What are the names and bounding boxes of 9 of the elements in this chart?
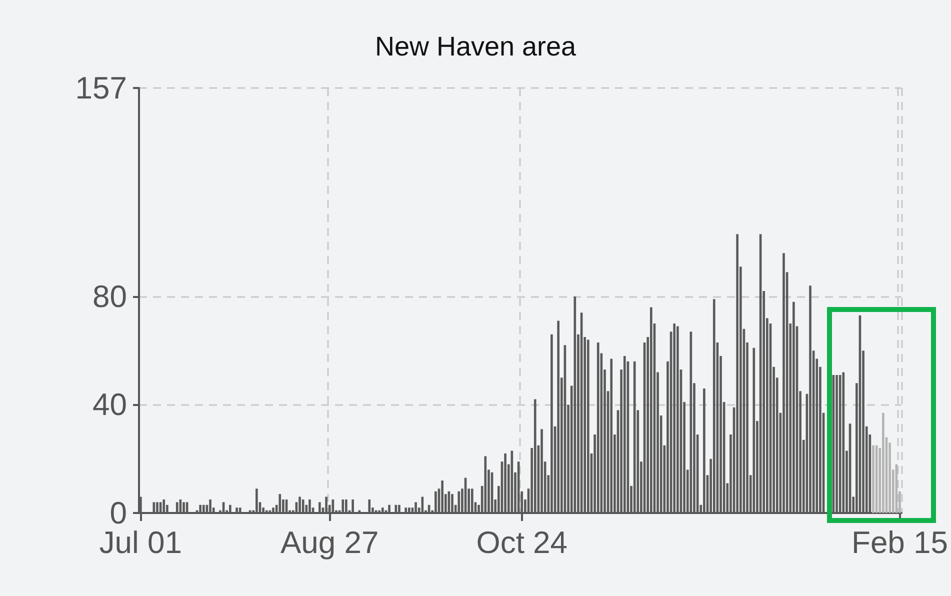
x-tick-label: Aug 27 — [280, 525, 379, 560]
y-tick-label: 157 — [75, 70, 127, 106]
y-tick-label: 40 — [92, 387, 127, 422]
y-tick-label: 80 — [92, 278, 127, 314]
x-tick-label: Oct 24 — [476, 525, 568, 560]
x-tick-label: Feb 15 — [851, 525, 948, 560]
bar — [882, 412, 884, 513]
bar — [872, 445, 874, 513]
chart-title: New Haven area — [374, 32, 578, 62]
